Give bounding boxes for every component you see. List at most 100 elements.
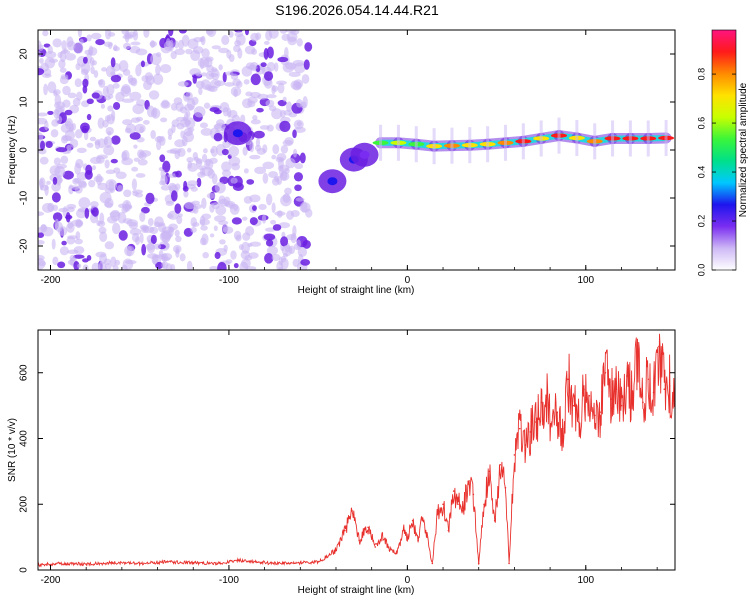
spectrogram-noise-cell xyxy=(82,264,89,270)
spectrogram-noise-cell xyxy=(78,197,91,209)
spectrogram-noise-cell xyxy=(210,145,218,157)
snr-point xyxy=(431,562,434,565)
spectrogram-noise-cell xyxy=(271,84,276,95)
spectrogram-noise-cell xyxy=(233,204,238,212)
spectrogram-noise-cell xyxy=(230,73,239,80)
spectrogram-noise-cell xyxy=(67,249,79,255)
spectrogram-noise-cell xyxy=(296,98,303,108)
spectrogram-noise-cell xyxy=(241,258,251,269)
spectrogram-noise-cell xyxy=(38,131,44,142)
spectrogram-noise-cell xyxy=(59,75,69,85)
spectrogram-noise-cell xyxy=(44,51,57,59)
spectrogram-noise-cell xyxy=(219,239,226,245)
spectrogram-noise-cell xyxy=(277,56,289,63)
spectrogram-noise-cell xyxy=(280,170,288,181)
spectrogram-noise-cell xyxy=(254,166,267,175)
spectrogram-noise-cell xyxy=(167,213,174,219)
spectrogram-noise-cell xyxy=(85,164,93,176)
spectrogram-noise-cell xyxy=(38,40,42,50)
snr-point xyxy=(317,560,319,563)
spectrogram-noise-cell xyxy=(130,41,141,46)
spectrogram-noise-cell xyxy=(271,154,277,160)
snr-point xyxy=(272,562,275,565)
snr-y-ticks: 0 200 400 600 xyxy=(19,364,675,573)
spectrogram-noise-cell xyxy=(185,91,193,101)
spectrogram-noise-cell xyxy=(69,254,76,262)
spectrogram-noise-cell xyxy=(52,256,59,266)
spectrogram-noise-cell xyxy=(253,130,265,139)
colorbar: 0.0 0.2 0.4 0.6 0.8 Normalized spectral ampl… xyxy=(696,29,749,276)
spectrogram-noise-cell xyxy=(74,78,82,88)
spectrogram-noise-cell xyxy=(75,63,81,71)
spectrogram-noise-cell xyxy=(193,204,203,209)
spectrogram-noise-cell xyxy=(183,180,188,190)
snr-point xyxy=(620,404,623,407)
spectrogram-noise-cell xyxy=(107,42,113,49)
snr-point xyxy=(658,345,660,348)
spectrogram-noise-cell xyxy=(288,71,301,78)
spectrogram-noise-cell xyxy=(162,160,171,173)
spectrogram-noise-cell xyxy=(64,129,76,142)
snr-ylabel: SNR (10 * v/v) xyxy=(7,418,18,482)
spectrogram-noise-cell xyxy=(142,226,147,232)
spectrogram-noise-cell xyxy=(82,78,89,88)
spectrogram-ridge-streak xyxy=(379,124,383,161)
spectrogram-xtick-label: 0 xyxy=(405,275,411,286)
spectrogram-noise-cell xyxy=(186,147,192,153)
spectrogram-noise-cell xyxy=(137,159,148,166)
snr-point xyxy=(604,371,607,374)
spectrogram-noise-cell xyxy=(187,180,198,187)
spectrogram-noise-cell xyxy=(174,40,179,49)
snr-point xyxy=(626,375,628,377)
spectrogram-noise-cell xyxy=(74,129,83,139)
spectrogram-noise-cell xyxy=(221,34,230,46)
snr-point xyxy=(483,503,485,506)
spectrogram-noise-cell xyxy=(263,47,269,60)
spectrogram-noise-cell xyxy=(102,119,109,128)
snr-point xyxy=(192,561,195,564)
spectrogram-noise-cell xyxy=(61,40,67,51)
spectrogram-ridge-streak xyxy=(521,123,525,160)
spectrogram-noise-cell xyxy=(165,200,175,206)
spectrogram-noise-cell xyxy=(192,74,197,84)
spectrogram-noise-cell xyxy=(148,90,160,100)
spectrogram-noise-cell xyxy=(160,230,173,240)
spectrogram-noise-cell xyxy=(155,261,164,270)
spectrogram-noise-cell xyxy=(211,45,221,50)
spectrogram-noise-cell xyxy=(201,233,209,246)
spectrogram-noise-cell xyxy=(243,195,253,204)
spectrogram-noise-cell xyxy=(282,96,287,102)
spectrogram-noise-cell xyxy=(93,70,99,78)
spectrogram-noise-cell xyxy=(113,46,120,52)
spectrogram-ridge-streak xyxy=(557,117,561,154)
spectrogram-noise-cell xyxy=(187,38,199,50)
snr-panel: -200 -100 0 100 0 200 400 600 Height of straig… xyxy=(7,329,676,596)
spectrogram-noise-cell xyxy=(292,129,297,139)
spectrogram-noise-cell xyxy=(303,59,310,70)
spectrogram-noise-cell xyxy=(245,266,257,270)
spectrogram-noise-cell xyxy=(139,126,144,134)
spectrogram-noise-cell xyxy=(263,40,270,46)
spectrogram-noise-cell xyxy=(261,214,267,224)
spectrogram-noise-cell xyxy=(135,99,147,107)
snr-point xyxy=(458,503,460,506)
snr-point xyxy=(545,398,548,400)
spectrogram-noise-cell xyxy=(281,33,290,41)
spectrogram-noise-cell xyxy=(255,32,262,41)
spectrogram-noise-cell xyxy=(160,169,166,179)
spectrogram-noise-cell xyxy=(38,211,45,217)
spectrogram-noise-cell xyxy=(110,256,117,267)
spectrogram-noise-cell xyxy=(154,136,165,143)
spectrogram-noise-cell xyxy=(123,189,132,198)
spectrogram-xtick-label: 100 xyxy=(577,275,594,286)
colorbar-tick-label: 0.8 xyxy=(696,68,706,81)
spectrogram-noise-cell xyxy=(300,201,308,213)
snr-point xyxy=(447,529,450,532)
spectrogram-noise-cell xyxy=(264,253,274,264)
spectrogram-noise-cell xyxy=(206,64,215,73)
spectrogram-noise-cell xyxy=(88,45,94,56)
snr-point xyxy=(388,549,391,552)
spectrogram-noise-cell xyxy=(105,30,112,40)
spectrogram-noise-cell xyxy=(121,98,134,103)
spectrogram-noise-cell xyxy=(117,212,127,224)
